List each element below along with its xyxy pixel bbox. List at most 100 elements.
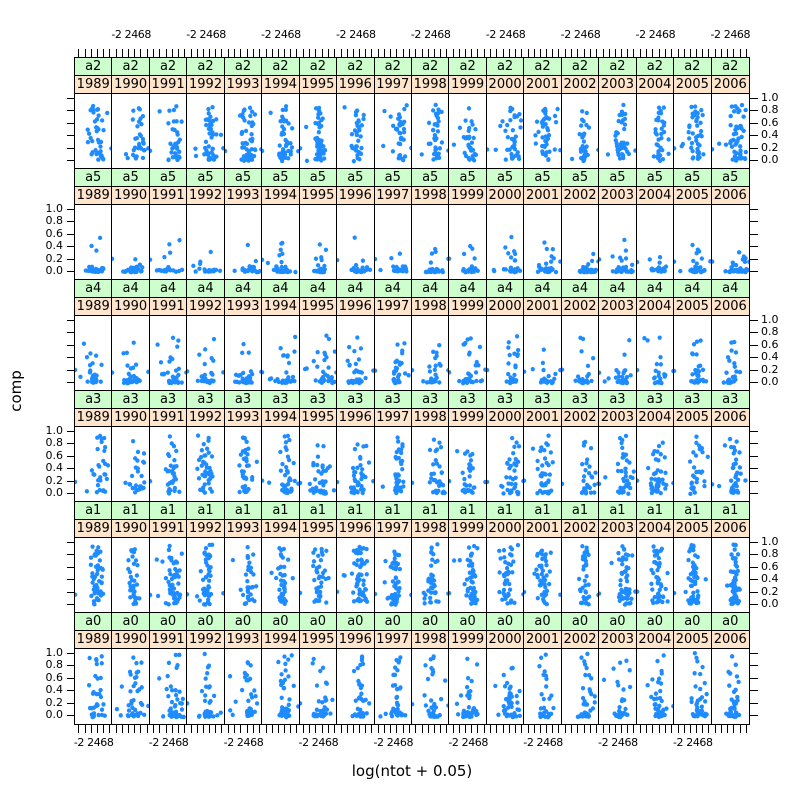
y-axis-tick	[67, 122, 75, 124]
panel-row	[75, 427, 749, 502]
x-axis-tick	[203, 725, 204, 733]
strip-year-cell: 2000	[486, 409, 525, 427]
y-axis-tick	[67, 690, 75, 692]
strip-year-cell: 1997	[374, 409, 412, 427]
strip-year-cell: 1995	[299, 187, 338, 205]
scatter-panel-a0-2003	[599, 649, 637, 724]
scatter-panel-a2-2003	[599, 94, 637, 169]
x-axis-tick	[664, 49, 666, 57]
strip-group-cell: a3	[337, 391, 375, 409]
strip-year-cell: 2001	[524, 187, 562, 205]
scatter-panel-a0-1995	[299, 649, 338, 724]
x-axis-tick	[565, 725, 567, 733]
scatter-points-svg	[674, 242, 711, 275]
strip-group-cell: a3	[449, 391, 487, 409]
x-axis-tick	[234, 49, 236, 57]
strip-group-cell: a5	[224, 169, 263, 187]
y-axis-tick	[67, 320, 75, 321]
x-axis-tick	[352, 725, 354, 733]
strip-group-cell: a5	[674, 169, 712, 187]
strip-group-cell: a2	[112, 58, 150, 76]
strip-year-row: 1989 1990 1991 1992 1993 1994 1995 1996 1997 1998…	[75, 298, 749, 316]
x-axis-tick	[602, 49, 604, 57]
strip-group-cell: a4	[636, 280, 675, 298]
strip-group-cell: a1	[486, 502, 525, 520]
scatter-panel-a5-1996	[337, 205, 375, 280]
x-axis-tick	[303, 49, 304, 57]
strip-year-cell: 1990	[112, 409, 150, 427]
y-axis-tick	[750, 135, 758, 137]
strip-group-cell: a5	[374, 169, 412, 187]
strip-group-cell: a0	[337, 613, 375, 631]
y-axis-tick	[67, 468, 75, 470]
strip-year-cell: 1993	[224, 409, 263, 427]
scatter-points-svg	[123, 438, 147, 495]
x-axis-tick	[290, 49, 292, 57]
strip-year-cell: 1995	[299, 631, 338, 649]
scatter-panel-a1-1998	[411, 538, 450, 613]
scatter-points-svg	[411, 437, 447, 496]
scatter-panel-a4-2005	[674, 316, 712, 391]
y-tick-label-right: 0.4	[761, 572, 779, 586]
x-axis-tick	[446, 49, 448, 57]
y-axis-tick	[750, 542, 758, 543]
scatter-panel-a3-1991	[149, 427, 188, 502]
scatter-panel-a5-1995	[299, 205, 338, 280]
y-tick-label-left: 0.0	[45, 486, 64, 499]
scatter-points-svg	[688, 434, 711, 497]
scatter-points-svg	[75, 433, 111, 495]
y-axis-tick	[750, 160, 758, 161]
scatter-panel-a5-2001	[524, 205, 562, 280]
x-axis-tick	[595, 725, 597, 733]
x-axis-tick	[258, 49, 260, 57]
strip-group-cell: a5	[711, 169, 749, 187]
x-axis-tick	[327, 725, 329, 733]
y-axis-tick	[67, 715, 75, 716]
strip-year-cell: 2001	[524, 631, 562, 649]
x-tick-label-top: -2 2468	[560, 28, 601, 41]
y-tick-label-left: 0.4	[45, 239, 64, 253]
x-axis-tick	[633, 49, 635, 57]
x-axis-tick	[477, 49, 479, 57]
strip-year-row: 1989 1990 1991 1992 1993 1994 1995 1996 1997 1998…	[75, 76, 749, 94]
y-axis-tick	[67, 98, 75, 99]
scatter-points-svg	[636, 544, 670, 606]
x-tick-label-bottom: -2 2468	[73, 736, 114, 749]
strip-year-cell: 1991	[149, 76, 188, 94]
x-axis-tick	[627, 725, 629, 733]
y-axis-title: comp	[7, 370, 25, 412]
y-tick-label-left: 0.0	[45, 708, 64, 721]
panel-row	[75, 94, 749, 169]
x-axis-tick	[421, 725, 423, 733]
scatter-panel-a0-1990	[112, 649, 150, 724]
x-axis-tick	[159, 725, 161, 733]
x-axis-tick	[109, 725, 111, 733]
y-tick-label-left: 0.6	[45, 226, 64, 240]
x-axis-tick	[265, 49, 267, 57]
panel-grid: a2 a2 a2 a2 a2 a2 a2 a2 a2 a2 a2 a2 a2 a2 a2 a2 a2 a2 1989…	[74, 57, 750, 725]
x-axis-tick	[271, 49, 273, 57]
scatter-points-svg	[599, 433, 636, 496]
strip-year-cell: 1993	[224, 631, 263, 649]
scatter-points-svg	[374, 549, 411, 607]
y-axis-tick	[750, 690, 758, 692]
strip-year-cell: 2002	[561, 520, 600, 538]
scatter-panel-a3-2003	[599, 427, 637, 502]
strip-year-cell: 2003	[599, 298, 637, 316]
strip-group-cell: a5	[299, 169, 338, 187]
y-axis-tick	[67, 332, 75, 334]
scatter-points-svg	[311, 242, 328, 275]
strip-group-cell: a3	[636, 391, 675, 409]
scatter-panel-a2-2005	[674, 94, 712, 169]
y-tick-label-left: 0.0	[45, 264, 64, 277]
strip-group-cell: a3	[524, 391, 562, 409]
strip-year-cell: 1994	[262, 187, 300, 205]
y-axis-tick	[67, 443, 75, 445]
x-tick-label-top: -2 2468	[186, 28, 226, 41]
scatter-panel-a2-2006	[711, 94, 749, 169]
scatter-points-svg	[496, 542, 524, 606]
strip-year-cell: 1998	[411, 76, 450, 94]
x-axis-tick	[621, 725, 622, 733]
y-axis-tick	[750, 480, 758, 482]
strip-group-cell: a5	[411, 169, 450, 187]
